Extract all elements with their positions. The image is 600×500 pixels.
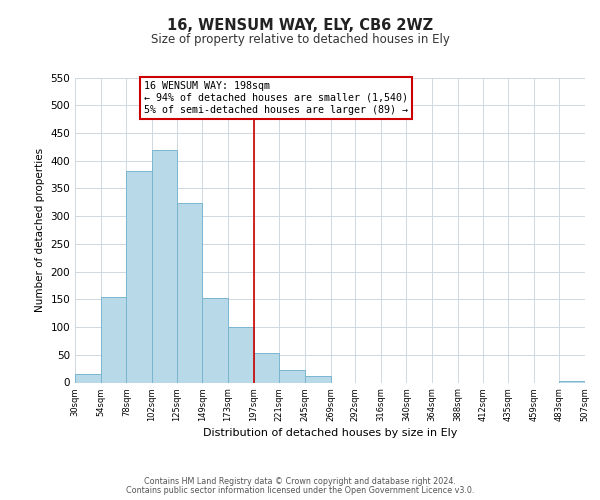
Bar [176, 204, 202, 382]
Bar [127, 170, 152, 382]
Bar [279, 370, 305, 382]
Bar [152, 150, 176, 382]
Text: 16, WENSUM WAY, ELY, CB6 2WZ: 16, WENSUM WAY, ELY, CB6 2WZ [167, 18, 433, 32]
Text: Contains public sector information licensed under the Open Government Licence v3: Contains public sector information licen… [126, 486, 474, 495]
Y-axis label: Number of detached properties: Number of detached properties [35, 148, 45, 312]
Bar [101, 296, 127, 382]
Text: Size of property relative to detached houses in Ely: Size of property relative to detached ho… [151, 32, 449, 46]
Bar [254, 353, 279, 382]
Bar [75, 374, 101, 382]
X-axis label: Distribution of detached houses by size in Ely: Distribution of detached houses by size … [203, 428, 457, 438]
Bar [228, 327, 254, 382]
Bar [305, 376, 331, 382]
Text: Contains HM Land Registry data © Crown copyright and database right 2024.: Contains HM Land Registry data © Crown c… [144, 477, 456, 486]
Bar [559, 381, 585, 382]
Bar [202, 298, 228, 382]
Text: 16 WENSUM WAY: 198sqm
← 94% of detached houses are smaller (1,540)
5% of semi-de: 16 WENSUM WAY: 198sqm ← 94% of detached … [145, 82, 409, 114]
